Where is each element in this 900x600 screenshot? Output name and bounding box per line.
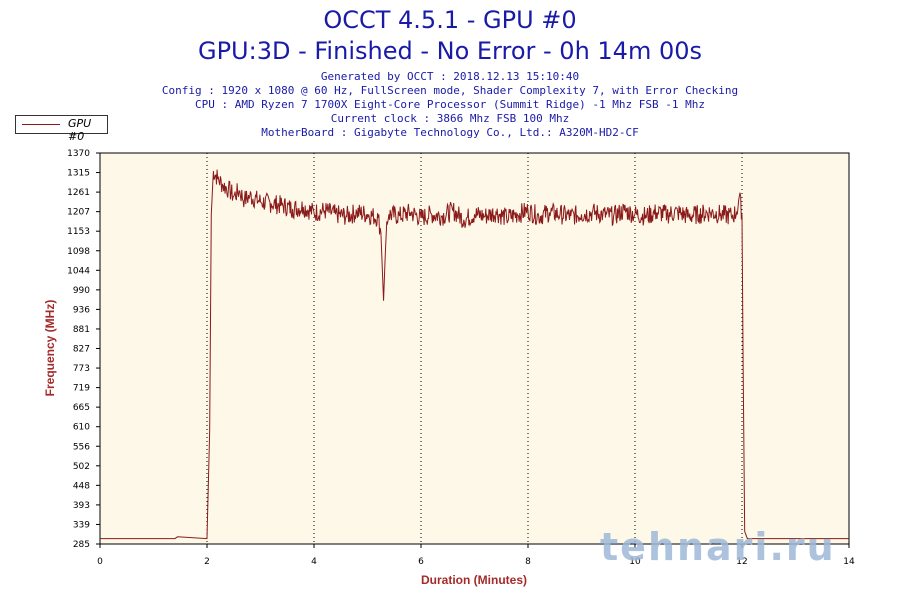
y-tick-label: 502 (73, 462, 90, 472)
y-tick-label: 1044 (67, 266, 90, 276)
y-tick-label: 1153 (67, 227, 90, 237)
x-tick-label: 0 (97, 557, 103, 567)
info-generated: Generated by OCCT : 2018.12.13 15:10:40 (320, 70, 580, 83)
y-tick-label: 990 (73, 286, 90, 296)
y-tick-label: 1261 (67, 188, 90, 198)
y-tick-label: 665 (73, 403, 90, 413)
x-tick-label: 4 (311, 557, 317, 567)
chart-legend: GPU #0 (15, 115, 108, 143)
plot-area (99, 152, 850, 545)
x-tick-label: 8 (525, 557, 531, 567)
info-config: Config : 1920 x 1080 @ 60 Hz, FullScreen… (161, 84, 739, 97)
y-tick-label: 339 (73, 520, 90, 530)
x-axis-label: Duration (Minutes) (421, 573, 527, 587)
legend-swatch (22, 124, 60, 125)
x-tick-label: 6 (418, 557, 424, 567)
series-line-gpu0 (100, 169, 849, 540)
y-tick-label: 827 (73, 345, 90, 355)
y-tick-label: 936 (73, 305, 90, 315)
chart-title: OCCT 4.5.1 - GPU #0 (323, 6, 577, 34)
y-tick-label: 610 (73, 423, 90, 433)
info-motherboard: MotherBoard : Gigabyte Technology Co., L… (261, 126, 639, 139)
info-clock: Current clock : 3866 Mhz FSB 100 Mhz (330, 112, 570, 125)
x-axis-ticks: 0 2 4 6 8 10 12 14 (97, 544, 855, 567)
y-tick-label: 1315 (67, 169, 90, 179)
y-tick-label: 773 (73, 364, 90, 374)
legend-label: GPU #0 (68, 117, 92, 143)
y-axis-label: Frequency (MHz) (43, 300, 57, 397)
chart-subtitle: GPU:3D - Finished - No Error - 0h 14m 00… (197, 37, 702, 65)
y-tick-label: 448 (73, 481, 90, 491)
info-cpu: CPU : AMD Ryzen 7 1700X Eight-Core Proce… (195, 98, 705, 111)
y-tick-label: 1098 (67, 247, 90, 257)
y-tick-label: 556 (73, 442, 90, 452)
watermark: tehnari.ru (600, 525, 836, 569)
y-axis-ticks: 1370 1315 1261 1207 1153 1098 1044 990 936 881 827… (67, 149, 100, 550)
y-tick-label: 1370 (67, 149, 90, 159)
y-tick-label: 1207 (67, 208, 90, 218)
y-tick-label: 285 (73, 540, 90, 550)
x-tick-label: 2 (204, 557, 210, 567)
x-tick-label: 14 (843, 557, 855, 567)
y-tick-label: 393 (73, 501, 90, 511)
y-tick-label: 881 (73, 325, 90, 335)
y-tick-label: 719 (73, 384, 90, 394)
x-tick-label: 12 (736, 557, 747, 567)
x-tick-label: 10 (629, 557, 641, 567)
